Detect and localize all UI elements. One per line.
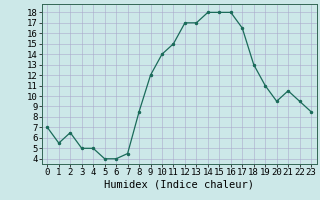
X-axis label: Humidex (Indice chaleur): Humidex (Indice chaleur) <box>104 180 254 190</box>
